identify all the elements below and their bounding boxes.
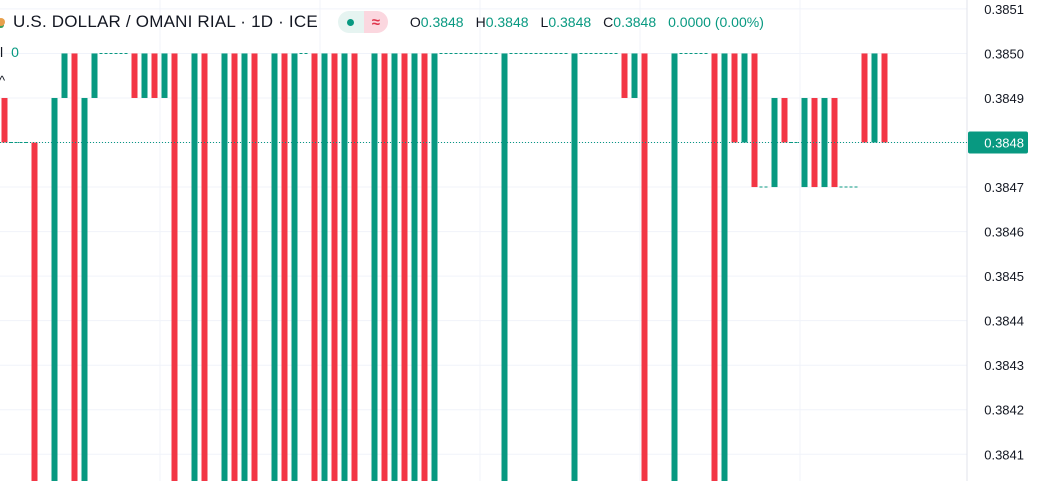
- ohlc-values: O0.3848 H0.3848 L0.3848 C0.3848 0.0000 (…: [410, 14, 764, 30]
- candle-down: [171, 53, 178, 481]
- candle-up: [721, 53, 728, 481]
- candles: [1, 52, 888, 481]
- symbol-title[interactable]: U.S. DOLLAR / OMANI RIAL · 1D · ICE: [13, 12, 318, 31]
- candle-up: [671, 53, 678, 481]
- price-tick-label: 0.3841: [984, 447, 1024, 462]
- symbol-header: U.S. DOLLAR / OMANI RIAL · 1D · ICE ≈ O0…: [0, 9, 764, 35]
- candle-up: [411, 53, 418, 481]
- candle-up: [291, 53, 298, 481]
- candle-down: [151, 53, 158, 98]
- candle-down: [331, 53, 338, 481]
- candle-down: [881, 53, 888, 143]
- status-pills: ≈: [337, 11, 388, 33]
- ohlc-close-key: C: [603, 14, 614, 30]
- price-tick-label: 0.3843: [984, 358, 1024, 373]
- candle-up: [321, 53, 328, 481]
- price-tick-label: 0.3850: [984, 46, 1024, 61]
- candle-up: [431, 53, 438, 481]
- candle-down: [381, 53, 388, 481]
- ohlc-high-key: H: [475, 14, 486, 30]
- candle-down: [31, 142, 38, 481]
- candle-down: [231, 53, 238, 481]
- candle-down: [781, 97, 788, 143]
- volume-legend[interactable]: l 0: [0, 44, 19, 60]
- price-tick-label: 0.3846: [984, 225, 1024, 240]
- candle-up: [871, 53, 878, 143]
- last-price-badge-label: 0.3848: [984, 136, 1024, 151]
- candle-up: [141, 53, 148, 98]
- symbol-logo-icon: [0, 18, 5, 26]
- candle-down: [71, 53, 78, 481]
- collapse-legend-button[interactable]: ^: [0, 72, 6, 88]
- candle-down: [131, 53, 138, 98]
- candle-up: [821, 97, 828, 188]
- candle-down: [811, 97, 818, 188]
- ohlc-open-key: O: [409, 14, 421, 30]
- candle-down: [281, 53, 288, 481]
- candle-up: [51, 97, 58, 481]
- candle-down: [421, 53, 428, 481]
- candle-down: [621, 53, 628, 98]
- volume-label: l: [0, 44, 4, 60]
- ohlc-close-value: 0.3848: [613, 14, 657, 30]
- delayed-data-icon[interactable]: ≈: [363, 11, 388, 33]
- candle-down: [311, 53, 318, 481]
- candle-down: [731, 53, 738, 143]
- price-tick-label: 0.3849: [984, 91, 1024, 106]
- candle-down: [1, 97, 8, 143]
- candle-up: [631, 53, 638, 98]
- volume-value: 0: [11, 44, 19, 60]
- candle-up: [241, 53, 248, 481]
- candle-down: [751, 53, 758, 188]
- market-open-icon[interactable]: [337, 11, 364, 33]
- price-tick-label: 0.3842: [984, 403, 1024, 418]
- candle-up: [191, 53, 198, 481]
- candle-down: [401, 53, 408, 481]
- candle-up: [571, 53, 578, 481]
- candle-up: [81, 97, 88, 481]
- ohlc-high-value: 0.3848: [485, 14, 529, 30]
- price-tick-label: 0.3851: [984, 2, 1024, 17]
- candle-up: [371, 53, 378, 481]
- ohlc-open-value: 0.3848: [420, 14, 464, 30]
- ohlc-high: H0.3848: [476, 14, 529, 30]
- candle-down: [251, 53, 258, 481]
- candle-down: [351, 53, 358, 481]
- candle-up: [391, 53, 398, 481]
- ohlc-low-value: 0.3848: [548, 14, 592, 30]
- last-price-badge: 0.3848: [968, 131, 1028, 154]
- price-tick-label: 0.3847: [984, 180, 1024, 195]
- ohlc-low: L0.3848: [541, 14, 592, 30]
- candle-down: [861, 53, 868, 143]
- candle-up: [61, 53, 68, 98]
- candle-down: [201, 53, 208, 481]
- ohlc-low-key: L: [540, 14, 549, 30]
- price-axis[interactable]: 0.3841 0.3842 0.3843 0.3844 0.3845 0.3846 0.38…: [984, 2, 1024, 462]
- candle-up: [221, 53, 228, 481]
- market-status-dot: [347, 18, 355, 26]
- ohlc-open: O0.3848: [410, 14, 464, 30]
- ohlc-change: 0.0000 (0.00%): [668, 14, 764, 30]
- chart-grid: [0, 0, 968, 481]
- candle-down: [641, 53, 648, 481]
- price-tick-label: 0.3844: [984, 314, 1024, 329]
- last-price-badge-bg: [968, 131, 1028, 154]
- candle-up: [271, 53, 278, 481]
- candle-up: [341, 53, 348, 481]
- candle-up: [501, 53, 508, 481]
- candle-up: [741, 53, 748, 143]
- ohlc-close: C0.3848: [603, 14, 656, 30]
- candle-down: [711, 53, 718, 481]
- candle-up: [161, 53, 168, 98]
- price-tick-label: 0.3845: [984, 269, 1024, 284]
- candle-up: [91, 53, 98, 98]
